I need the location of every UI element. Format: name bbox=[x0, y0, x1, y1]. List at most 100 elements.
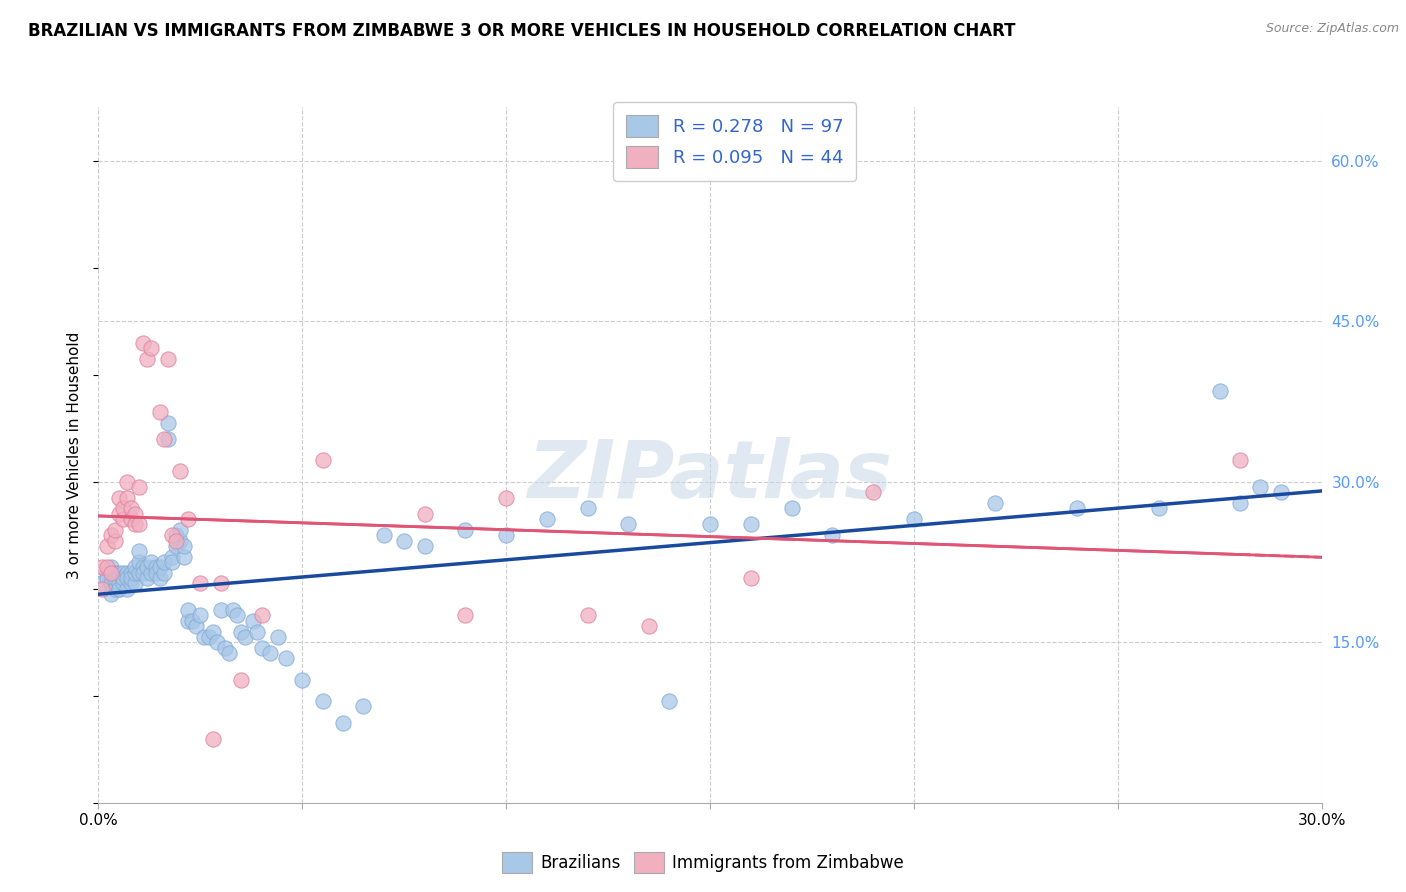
Point bbox=[111, 571, 134, 585]
Point bbox=[91, 582, 114, 596]
Point bbox=[96, 571, 118, 585]
Point bbox=[1249, 480, 1271, 494]
Point bbox=[124, 566, 146, 580]
Point bbox=[169, 523, 191, 537]
Point bbox=[96, 566, 118, 580]
Point bbox=[373, 528, 395, 542]
Point bbox=[186, 619, 208, 633]
Point bbox=[96, 539, 118, 553]
Point bbox=[156, 432, 179, 446]
Point bbox=[108, 566, 131, 580]
Point bbox=[209, 603, 232, 617]
Point bbox=[177, 614, 200, 628]
Point bbox=[218, 646, 240, 660]
Point bbox=[197, 630, 219, 644]
Point bbox=[104, 582, 127, 596]
Point bbox=[136, 351, 159, 366]
Point bbox=[169, 464, 191, 478]
Point bbox=[246, 624, 269, 639]
Point bbox=[100, 566, 122, 580]
Point bbox=[156, 351, 179, 366]
Point bbox=[214, 640, 236, 655]
Point bbox=[128, 517, 150, 532]
Point bbox=[250, 608, 273, 623]
Point bbox=[128, 480, 150, 494]
Point bbox=[188, 576, 212, 591]
Point bbox=[1147, 501, 1170, 516]
Point bbox=[115, 566, 138, 580]
Point bbox=[145, 566, 167, 580]
Point bbox=[128, 566, 150, 580]
Point bbox=[173, 549, 195, 564]
Point bbox=[226, 608, 249, 623]
Point bbox=[312, 694, 335, 708]
Point bbox=[91, 576, 114, 591]
Point bbox=[111, 576, 134, 591]
Point bbox=[165, 539, 187, 553]
Point bbox=[136, 571, 159, 585]
Point bbox=[104, 566, 127, 580]
Point bbox=[392, 533, 416, 548]
Point bbox=[352, 699, 374, 714]
Point bbox=[120, 576, 142, 591]
Text: Source: ZipAtlas.com: Source: ZipAtlas.com bbox=[1265, 22, 1399, 36]
Point bbox=[111, 512, 134, 526]
Point bbox=[740, 517, 762, 532]
Point bbox=[100, 528, 122, 542]
Point bbox=[156, 416, 179, 430]
Point bbox=[250, 640, 273, 655]
Point bbox=[332, 715, 354, 730]
Point bbox=[132, 566, 155, 580]
Point bbox=[274, 651, 297, 665]
Point bbox=[576, 608, 599, 623]
Point bbox=[115, 571, 138, 585]
Point bbox=[115, 475, 138, 489]
Point bbox=[160, 528, 183, 542]
Point bbox=[152, 555, 174, 569]
Point bbox=[267, 630, 290, 644]
Point bbox=[201, 624, 224, 639]
Point bbox=[120, 571, 142, 585]
Point bbox=[658, 694, 681, 708]
Point bbox=[193, 630, 215, 644]
Point bbox=[177, 603, 200, 617]
Point bbox=[136, 560, 159, 574]
Point bbox=[132, 335, 155, 350]
Point bbox=[91, 560, 114, 574]
Point bbox=[120, 501, 142, 516]
Point bbox=[173, 539, 195, 553]
Point bbox=[638, 619, 661, 633]
Point bbox=[108, 582, 131, 596]
Point bbox=[259, 646, 281, 660]
Point bbox=[699, 517, 721, 532]
Point bbox=[149, 571, 172, 585]
Point bbox=[100, 560, 122, 574]
Point bbox=[124, 517, 146, 532]
Point bbox=[108, 582, 131, 596]
Text: ZIPatlas: ZIPatlas bbox=[527, 437, 893, 515]
Point bbox=[128, 544, 150, 558]
Point bbox=[1270, 485, 1292, 500]
Point bbox=[780, 501, 803, 516]
Point bbox=[111, 566, 134, 580]
Point bbox=[576, 501, 599, 516]
Point bbox=[108, 576, 131, 591]
Point bbox=[100, 587, 122, 601]
Point bbox=[111, 501, 134, 516]
Point bbox=[495, 528, 517, 542]
Point bbox=[291, 673, 314, 687]
Point bbox=[96, 560, 118, 574]
Point bbox=[233, 630, 256, 644]
Point bbox=[413, 539, 436, 553]
Point bbox=[903, 512, 925, 526]
Point bbox=[617, 517, 640, 532]
Point bbox=[124, 576, 146, 591]
Point bbox=[115, 582, 138, 596]
Point bbox=[149, 560, 172, 574]
Point bbox=[104, 523, 127, 537]
Point bbox=[862, 485, 884, 500]
Point bbox=[145, 560, 167, 574]
Point bbox=[177, 512, 200, 526]
Point bbox=[181, 614, 204, 628]
Point bbox=[160, 555, 183, 569]
